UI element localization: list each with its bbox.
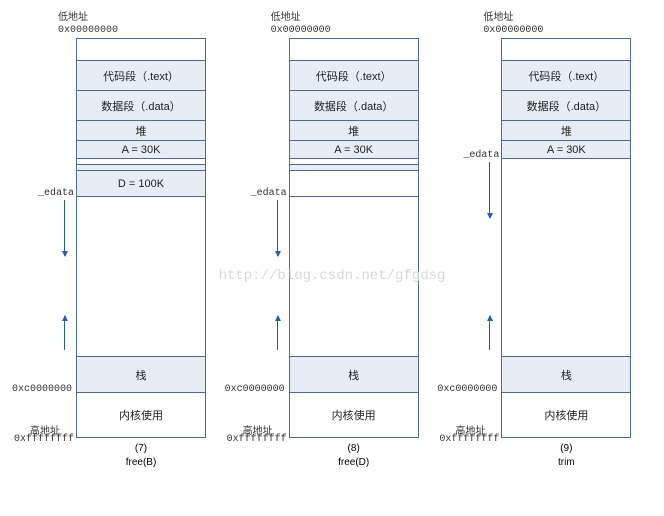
memory-column: 代码段（.text） 数据段（.data） 堆 A = 30K D = 100K 栈内核使…	[76, 38, 206, 438]
segment: 代码段（.text）	[502, 61, 630, 91]
memory-panel: 低地址0x00000000_edata0xc0000000代码段（.text）数…	[58, 8, 231, 470]
segment: 数据段（.data）	[290, 91, 418, 121]
segment	[77, 197, 205, 357]
panels-container: 低地址 0x00000000 _edata 0xc0000000 代码段（.text） 数…	[8, 8, 656, 470]
segment	[290, 197, 418, 357]
addr-top: 0x00000000	[483, 25, 656, 36]
addr-bottom: 0xffffffff	[439, 434, 499, 445]
segment	[502, 159, 630, 357]
heap-grow-arrow	[277, 200, 278, 256]
segment: 堆	[77, 121, 205, 141]
caption-op: free(B)	[76, 456, 206, 470]
segment-label: 堆	[561, 123, 572, 139]
segment: 数据段（.data）	[77, 91, 205, 121]
heap-grow-arrow	[489, 162, 490, 218]
segment: 代码段（.text）	[290, 61, 418, 91]
caption-num: (7)	[76, 442, 206, 456]
segment: 内核使用	[502, 393, 630, 437]
segment: 内核使用	[290, 393, 418, 437]
panel-caption: (9)trim	[501, 442, 631, 470]
memory-column: 代码段（.text） 数据段（.data） 堆 A = 30K 栈内核使用	[501, 38, 631, 438]
segment-label: 栈	[348, 367, 359, 383]
segment	[290, 39, 418, 61]
panel-caption: (8)free(D)	[289, 442, 419, 470]
edata-label: _edata	[38, 188, 54, 199]
addr-top: 0x00000000	[58, 25, 231, 36]
memory-panel: 低地址0x00000000_edata0xc0000000代码段（.text）数…	[271, 8, 444, 470]
caption-num: (8)	[289, 442, 419, 456]
segment-label: 数据段（.data）	[527, 98, 606, 114]
addr-top: 0x00000000	[271, 25, 444, 36]
segment-label: 堆	[348, 123, 359, 139]
segment	[290, 171, 418, 197]
addr-stack: 0xc0000000	[12, 384, 72, 395]
edata-label: _edata	[463, 150, 479, 161]
low-addr-label: 低地址	[483, 8, 656, 23]
caption-num: (9)	[501, 442, 631, 456]
segment	[77, 39, 205, 61]
memory-panel: 低地址0x00000000_edata0xc0000000代码段（.text）数…	[483, 8, 656, 470]
edata-label: _edata	[251, 188, 267, 199]
segment-label: D = 100K	[118, 178, 164, 190]
addr-bottom: 0xffffffff	[227, 434, 287, 445]
segment-label: 数据段（.data）	[101, 98, 180, 114]
segment: 代码段（.text）	[77, 61, 205, 91]
segment: 栈	[290, 357, 418, 393]
segment	[502, 39, 630, 61]
segment-label: A = 30K	[547, 144, 586, 156]
segment-label: A = 30K	[122, 144, 161, 156]
segment-label: 数据段（.data）	[314, 98, 393, 114]
addr-stack: 0xc0000000	[437, 384, 497, 395]
stack-grow-arrow	[64, 316, 65, 350]
stack-grow-arrow	[489, 316, 490, 350]
segment-label: 内核使用	[119, 407, 163, 423]
heap-grow-arrow	[64, 200, 65, 256]
segment: A = 30K	[502, 141, 630, 159]
segment: 堆	[502, 121, 630, 141]
segment: 数据段（.data）	[502, 91, 630, 121]
segment-label: 栈	[136, 367, 147, 383]
segment: 栈	[502, 357, 630, 393]
segment-label: 内核使用	[332, 407, 376, 423]
segment-label: 内核使用	[544, 407, 588, 423]
segment: 堆	[290, 121, 418, 141]
segment-label: A = 30K	[334, 144, 373, 156]
segment: D = 100K	[77, 171, 205, 197]
segment: A = 30K	[290, 141, 418, 159]
segment: A = 30K	[77, 141, 205, 159]
segment-label: 代码段（.text）	[528, 68, 604, 84]
stack-grow-arrow	[277, 316, 278, 350]
segment-label: 代码段（.text）	[103, 68, 179, 84]
addr-stack: 0xc0000000	[225, 384, 285, 395]
low-addr-label: 低地址	[58, 8, 231, 23]
segment-label: 栈	[561, 367, 572, 383]
panel-caption: (7)free(B)	[76, 442, 206, 470]
memory-column: 代码段（.text） 数据段（.data） 堆 A = 30K 栈内核使用	[289, 38, 419, 438]
caption-op: trim	[501, 456, 631, 470]
caption-op: free(D)	[289, 456, 419, 470]
segment: 内核使用	[77, 393, 205, 437]
segment-label: 堆	[136, 123, 147, 139]
segment-label: 代码段（.text）	[316, 68, 392, 84]
segment: 栈	[77, 357, 205, 393]
low-addr-label: 低地址	[271, 8, 444, 23]
addr-bottom: 0xffffffff	[14, 434, 74, 445]
